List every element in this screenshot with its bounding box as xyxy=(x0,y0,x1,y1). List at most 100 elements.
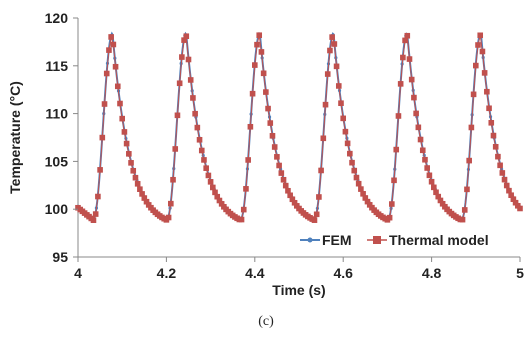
thermal-model-marker xyxy=(106,47,112,53)
thermal-model-marker xyxy=(360,191,366,197)
thermal-model-marker xyxy=(243,186,249,192)
thermal-model-marker xyxy=(311,217,318,223)
thermal-model-marker xyxy=(137,186,143,192)
thermal-model-marker xyxy=(172,146,179,152)
thermal-model-marker xyxy=(176,80,183,87)
thermal-model-marker xyxy=(108,34,114,40)
thermal-model-marker xyxy=(391,177,397,184)
thermal-model-marker xyxy=(495,153,501,160)
fem-line xyxy=(77,31,521,221)
thermal-model-marker xyxy=(517,205,523,212)
legend-fem-marker xyxy=(307,237,313,243)
thermal-model-marker xyxy=(461,207,468,213)
thermal-model-marker xyxy=(344,140,351,147)
thermal-model-marker xyxy=(181,37,187,43)
thermal-model-marker xyxy=(349,159,355,166)
thermal-model-marker xyxy=(282,182,289,189)
y-tick-label: 115 xyxy=(45,58,68,74)
thermal-model-marker xyxy=(249,90,256,97)
thermal-model-marker xyxy=(276,162,282,169)
thermal-model-marker xyxy=(185,56,192,63)
legend-thermal-marker xyxy=(373,236,381,244)
x-tick-label: 4.8 xyxy=(422,265,442,281)
thermal-model-marker xyxy=(95,193,101,200)
thermal-model-marker xyxy=(512,199,519,206)
thermal-model-marker xyxy=(464,186,470,193)
thermal-model-marker xyxy=(170,176,176,183)
thermal-model-marker xyxy=(347,150,353,157)
thermal-model-marker xyxy=(397,81,404,87)
thermal-model-marker xyxy=(240,206,247,213)
thermal-model-marker xyxy=(389,201,395,207)
thermal-model-marker xyxy=(366,202,373,208)
thermal-model-marker xyxy=(121,129,128,135)
thermal-model-marker xyxy=(99,134,106,141)
thermal-model-marker xyxy=(214,193,221,200)
thermal-model-marker xyxy=(481,70,488,76)
thermal-model-marker xyxy=(130,167,137,174)
thermal-model-marker xyxy=(112,63,119,70)
thermal-model-marker xyxy=(486,105,492,112)
thermal-model-marker xyxy=(433,189,439,196)
thermal-model-marker xyxy=(422,156,428,163)
y-tick-label: 105 xyxy=(45,153,69,169)
thermal-model-marker xyxy=(280,176,287,183)
thermal-model-marker xyxy=(198,147,205,154)
thermal-model-marker xyxy=(190,95,196,101)
thermal-model-marker xyxy=(426,172,433,179)
y-axis-ticks: 95 100 105 110 115 120 xyxy=(45,10,78,265)
thermal-model-marker xyxy=(245,157,251,163)
thermal-model-marker xyxy=(431,184,437,191)
y-tick-label: 120 xyxy=(45,10,69,26)
thermal-model-marker xyxy=(267,120,274,126)
thermal-model-marker xyxy=(194,124,201,131)
x-axis-label: Time (s) xyxy=(272,282,325,298)
thermal-model-marker xyxy=(285,187,291,194)
thermal-model-marker xyxy=(139,191,145,197)
thermal-model-marker xyxy=(473,62,479,69)
thermal-model-marker xyxy=(335,83,342,89)
thermal-model-marker xyxy=(408,76,415,83)
thermal-model-marker xyxy=(437,197,444,204)
thermal-model-marker xyxy=(132,174,139,181)
thermal-model-marker xyxy=(402,37,408,44)
legend-thermal-label: Thermal model xyxy=(389,232,489,248)
thermal-model-marker xyxy=(165,214,172,221)
thermal-model-marker xyxy=(364,198,371,205)
thermal-model-marker xyxy=(256,32,263,39)
thermal-model-marker xyxy=(269,133,276,139)
thermal-model-marker xyxy=(492,144,499,150)
thermal-model-marker xyxy=(203,165,209,171)
thermal-model-marker xyxy=(110,41,117,48)
thermal-model-marker xyxy=(497,162,503,169)
thermal-model-marker xyxy=(201,157,207,163)
thermal-model-marker xyxy=(411,94,417,101)
thermal-model-marker xyxy=(218,201,225,207)
thermal-model-marker xyxy=(119,115,125,122)
plot-area xyxy=(77,18,520,258)
thermal-model-marker xyxy=(210,184,216,191)
thermal-model-marker xyxy=(265,105,271,112)
thermal-model-marker xyxy=(126,151,132,157)
thermal-model-marker xyxy=(134,181,141,187)
thermal-model-marker xyxy=(386,214,393,221)
thermal-model-marker xyxy=(475,42,481,48)
thermal-model-marker xyxy=(358,186,364,192)
thermal-model-marker xyxy=(340,115,346,122)
thermal-model-marker xyxy=(254,41,260,48)
thermal-model-marker xyxy=(103,70,110,77)
thermal-model-marker xyxy=(97,167,103,173)
thermal-model-marker xyxy=(322,101,329,108)
thermal-model-marker xyxy=(141,195,148,201)
y-tick-label: 110 xyxy=(45,106,68,122)
x-tick-label: 5 xyxy=(516,265,524,281)
thermal-model-marker xyxy=(342,128,349,135)
thermal-model-marker xyxy=(238,216,245,223)
thermal-model-marker xyxy=(320,135,327,142)
thermal-model-series xyxy=(75,32,523,223)
figure-caption: (c) xyxy=(258,314,274,329)
thermal-model-marker xyxy=(101,101,108,107)
thermal-model-marker xyxy=(417,136,424,143)
x-tick-label: 4.4 xyxy=(245,265,265,281)
thermal-model-marker xyxy=(114,83,121,90)
